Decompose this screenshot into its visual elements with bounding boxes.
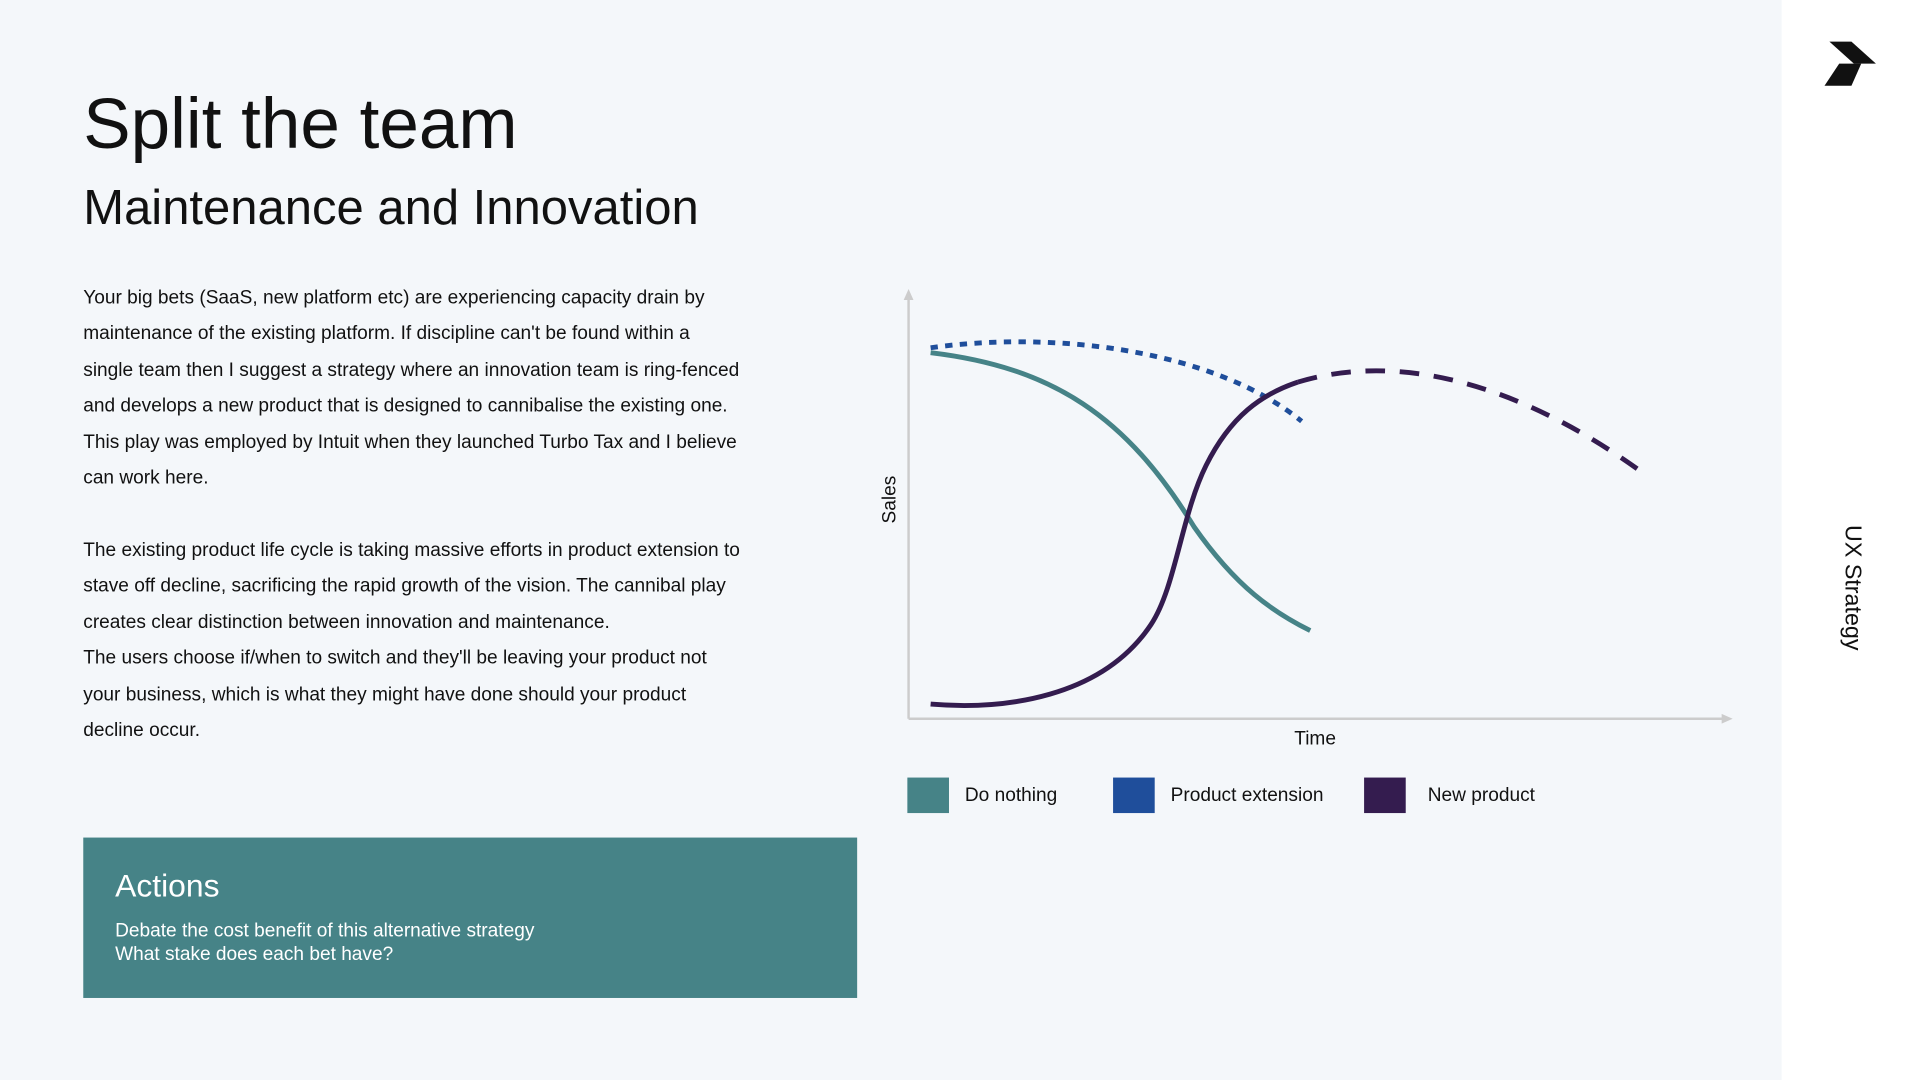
curve-new-product-forecast <box>1297 368 1643 474</box>
logo <box>1829 41 1876 64</box>
sidebar <box>1781 0 1920 1080</box>
logo <box>1824 63 1862 86</box>
paragraph-line: decline occur. <box>83 720 201 741</box>
action-item: Debate the cost benefit of this alternat… <box>115 920 535 942</box>
axis-arrow <box>903 288 914 301</box>
paragraph-line: Your big bets (SaaS, new platform etc) a… <box>83 287 705 309</box>
curve-product-extension <box>930 339 1304 424</box>
paragraph-line: maintenance of the existing platform. If… <box>83 323 690 345</box>
actions-title: Actions <box>115 866 220 904</box>
paragraph-line: single team then I suggest a strategy wh… <box>83 359 740 381</box>
paragraph: The existing product life cycle is takin… <box>83 533 740 749</box>
paragraph-line: The users choose if/when to switch and t… <box>83 648 707 669</box>
y-axis-label: Sales <box>879 476 900 524</box>
legend-swatch <box>1113 777 1155 814</box>
legend-label: New product <box>1428 785 1536 806</box>
legend-label: Do nothing <box>965 785 1057 806</box>
subtitle: Maintenance and Innovation <box>83 181 699 236</box>
action-item: What stake does each bet have? <box>115 944 394 965</box>
legend-swatch <box>907 777 949 814</box>
legend-label: Product extension <box>1171 785 1324 806</box>
paragraph-line: stave off decline, sacrificing the rapid… <box>83 576 726 597</box>
x-axis-label: Time <box>1294 729 1336 750</box>
actions-box: Actions Debate the cost benefit of this … <box>83 837 858 998</box>
axis-arrow <box>1721 713 1733 724</box>
paragraph: Your big bets (SaaS, new platform etc) a… <box>83 280 739 496</box>
curve-new-product <box>930 379 1299 708</box>
curve-do-nothing <box>930 350 1312 633</box>
legend-swatch <box>1364 777 1406 814</box>
actions-list: Debate the cost benefit of this alternat… <box>115 920 534 967</box>
title: Split the team <box>83 84 518 165</box>
paragraph-line: can work here. <box>83 467 209 489</box>
paragraph-line: This play was employed by Intuit when th… <box>83 431 737 453</box>
paragraph-line: creates clear distinction between innova… <box>83 612 610 633</box>
paragraph-line: The existing product life cycle is takin… <box>83 540 740 561</box>
paragraph-line: your business, which is what they might … <box>83 684 687 705</box>
paragraph-line: and develops a new product that is desig… <box>83 395 728 417</box>
